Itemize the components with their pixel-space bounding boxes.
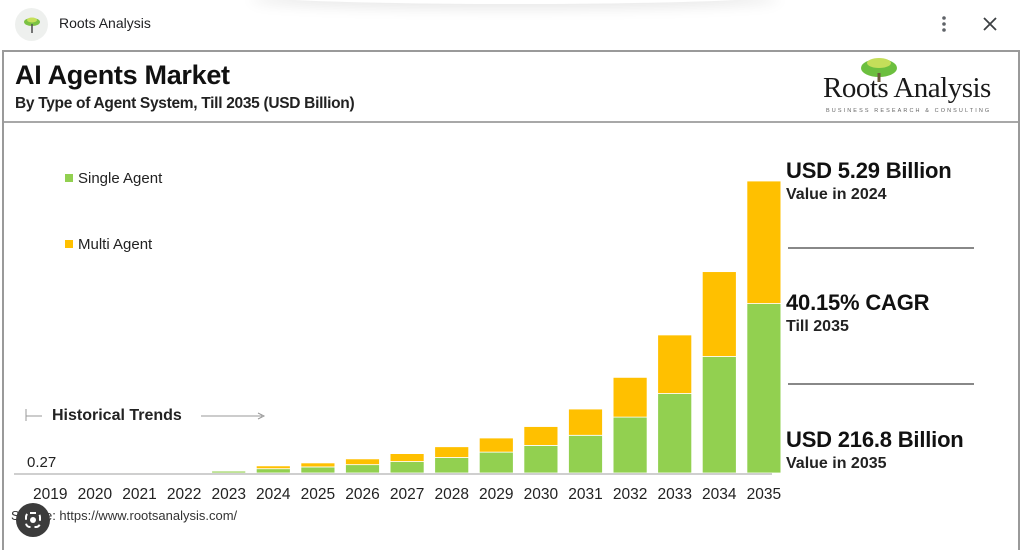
x-tick-label: 2022 (167, 486, 201, 503)
bar-single-2033 (658, 394, 692, 473)
x-tick-label: 2024 (256, 486, 291, 503)
x-tick-label: 2019 (33, 486, 67, 503)
bar-multi-2035 (747, 181, 781, 304)
x-tick-label: 2021 (122, 486, 156, 503)
x-tick-label: 2030 (524, 486, 559, 503)
bar-multi-2030 (524, 427, 558, 446)
x-tick-label: 2020 (78, 486, 113, 503)
bar-single-2034 (702, 356, 736, 473)
historical-trends-label: Historical Trends (52, 407, 182, 424)
stat-value: 40.15% CAGR (786, 290, 929, 316)
bar-single-2025 (301, 467, 335, 473)
data-label-2019: 0.27 (27, 454, 56, 471)
legend-label-multi: Multi Agent (78, 236, 153, 253)
bar-multi-2026 (346, 459, 380, 465)
bar-single-2024 (256, 469, 290, 473)
bar-multi-2032 (613, 377, 647, 417)
x-tick-label: 2025 (301, 486, 335, 503)
bar-multi-2033 (658, 335, 692, 394)
bar-multi-2023 (212, 470, 246, 471)
bar-multi-2029 (479, 438, 513, 452)
x-tick-label: 2034 (702, 486, 737, 503)
bar-multi-2025 (301, 463, 335, 467)
bar-multi-2027 (390, 454, 424, 462)
stat-label: Value in 2024 (786, 186, 952, 204)
legend-swatch-single (65, 174, 73, 182)
google-lens-icon (24, 511, 42, 529)
x-tick-label: 2028 (434, 486, 468, 503)
bar-multi-2028 (435, 447, 469, 458)
bar-single-2030 (524, 445, 558, 473)
x-tick-label: 2027 (390, 486, 424, 503)
x-tick-label: 2023 (211, 486, 245, 503)
bar-multi-2024 (256, 466, 290, 469)
stat-divider (788, 247, 974, 249)
legend-label-single: Single Agent (78, 170, 163, 187)
stat-block-2035: USD 216.8 Billion Value in 2035 (786, 427, 964, 473)
x-tick-label: 2031 (568, 486, 602, 503)
bar-single-2028 (435, 458, 469, 473)
stat-block-cagr: 40.15% CAGR Till 2035 (786, 290, 929, 336)
x-tick-label: 2026 (345, 486, 379, 503)
x-tick-label: 2035 (747, 486, 781, 503)
stat-value: USD 5.29 Billion (786, 158, 952, 184)
bar-single-2031 (569, 435, 603, 473)
bar-single-2026 (346, 465, 380, 473)
stat-divider (788, 383, 974, 385)
bar-single-2032 (613, 417, 647, 473)
x-tick-label: 2032 (613, 486, 647, 503)
x-tick-label: 2029 (479, 486, 513, 503)
bar-single-2027 (390, 462, 424, 473)
x-tick-label: 2033 (657, 486, 691, 503)
legend-swatch-multi (65, 240, 73, 248)
bar-multi-2034 (702, 272, 736, 357)
bar-multi-2031 (569, 409, 603, 435)
stat-value: USD 216.8 Billion (786, 427, 964, 453)
stat-label: Till 2035 (786, 318, 929, 336)
google-lens-button[interactable] (16, 503, 50, 537)
bar-single-2035 (747, 304, 781, 473)
stat-block-2024: USD 5.29 Billion Value in 2024 (786, 158, 952, 204)
bar-single-2029 (479, 452, 513, 473)
stat-label: Value in 2035 (786, 455, 964, 473)
